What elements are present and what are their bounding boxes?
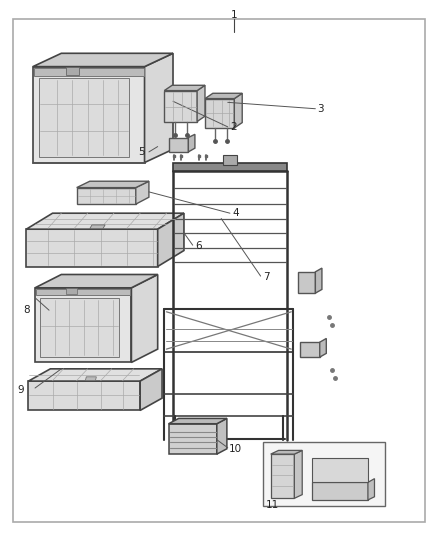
Polygon shape	[188, 134, 195, 152]
Polygon shape	[77, 181, 149, 188]
Polygon shape	[33, 53, 173, 67]
Text: 7: 7	[263, 272, 269, 282]
Text: 9: 9	[18, 385, 24, 395]
Polygon shape	[136, 181, 149, 204]
Polygon shape	[36, 289, 130, 295]
Polygon shape	[33, 67, 145, 163]
Text: 4: 4	[232, 208, 239, 218]
Polygon shape	[35, 288, 131, 362]
Polygon shape	[271, 450, 302, 454]
Polygon shape	[164, 91, 197, 122]
Polygon shape	[90, 225, 105, 229]
Polygon shape	[40, 298, 119, 357]
Polygon shape	[271, 454, 294, 498]
Polygon shape	[234, 93, 242, 128]
Text: 1: 1	[231, 10, 238, 20]
Polygon shape	[223, 155, 237, 165]
Polygon shape	[34, 68, 144, 76]
Polygon shape	[217, 418, 227, 454]
Text: 8: 8	[23, 305, 29, 315]
Polygon shape	[77, 188, 136, 204]
Polygon shape	[140, 369, 162, 410]
Polygon shape	[320, 338, 326, 357]
Polygon shape	[28, 381, 140, 410]
Polygon shape	[35, 274, 158, 288]
Text: 5: 5	[138, 147, 145, 157]
Polygon shape	[312, 458, 368, 482]
Polygon shape	[169, 424, 217, 454]
Polygon shape	[169, 138, 188, 152]
Polygon shape	[28, 369, 162, 381]
Text: 6: 6	[195, 241, 201, 251]
Polygon shape	[66, 288, 77, 294]
Polygon shape	[158, 213, 184, 266]
Text: 10: 10	[229, 444, 242, 454]
Polygon shape	[26, 229, 158, 266]
Text: 11: 11	[266, 500, 279, 510]
Polygon shape	[26, 213, 184, 229]
Polygon shape	[315, 268, 322, 293]
Polygon shape	[298, 272, 315, 293]
Polygon shape	[145, 53, 173, 163]
Text: 2: 2	[230, 122, 237, 132]
Polygon shape	[300, 342, 320, 357]
Polygon shape	[131, 274, 158, 362]
Polygon shape	[368, 479, 374, 500]
Polygon shape	[169, 418, 227, 424]
Polygon shape	[205, 99, 234, 128]
Polygon shape	[205, 93, 242, 99]
Text: 3: 3	[318, 104, 324, 114]
Bar	[263, 442, 385, 506]
Polygon shape	[66, 67, 79, 75]
Polygon shape	[312, 482, 368, 500]
Polygon shape	[197, 85, 205, 122]
Polygon shape	[294, 450, 302, 498]
Polygon shape	[173, 163, 287, 171]
Polygon shape	[164, 85, 205, 91]
Polygon shape	[85, 377, 96, 381]
Polygon shape	[39, 78, 129, 157]
